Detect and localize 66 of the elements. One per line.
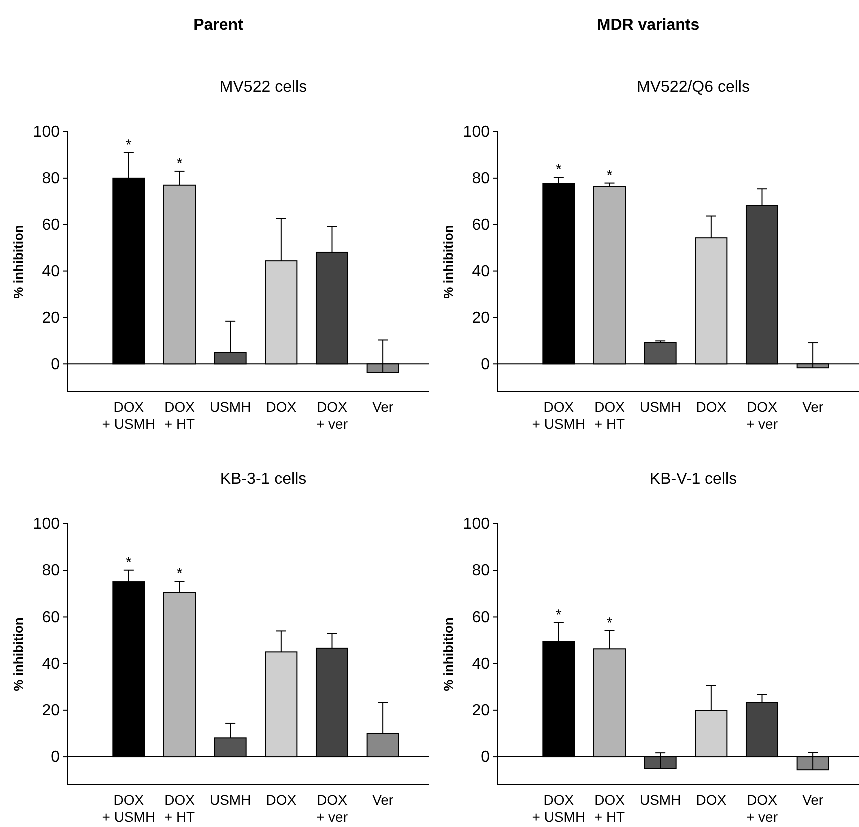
y-tick-label: 20 (42, 702, 60, 720)
x-tick-label: USMH (210, 399, 252, 415)
y-tick-label: 80 (42, 170, 60, 188)
y-tick-label: 100 (463, 516, 490, 534)
chart-title: KB-3-1 cells (220, 471, 307, 488)
x-tick-label: USMH (640, 792, 682, 808)
y-tick-label: 0 (481, 749, 490, 766)
x-tick-label: DOX + USMH (532, 792, 586, 825)
y-tick-label: 0 (481, 356, 490, 374)
x-tick-label: DOX + ver (746, 399, 778, 432)
x-tick-label: DOX + ver (316, 792, 348, 825)
y-axis-title: % inhibition (11, 225, 26, 299)
y-tick-label: 80 (472, 562, 490, 580)
y-tick-label: 60 (472, 609, 490, 626)
y-axis-title: % inhibition (11, 618, 26, 692)
x-tick-label: USMH (210, 792, 252, 808)
y-tick-label: 60 (42, 609, 60, 626)
x-tick-label: DOX + ver (316, 399, 348, 432)
annotation: * (126, 136, 132, 154)
x-tick-label: DOX + HT (164, 399, 196, 432)
x-tick-label: DOX (266, 399, 298, 415)
x-tick-label: DOX + USMH (102, 792, 156, 825)
annotation: * (176, 566, 183, 583)
x-tick-label: Ver (802, 399, 824, 415)
annotation: * (606, 614, 613, 632)
annotation: * (556, 606, 562, 624)
chart-title: MV522/Q6 cells (637, 79, 750, 96)
y-tick-label: 100 (33, 124, 60, 142)
x-tick-label: DOX + HT (594, 399, 626, 432)
y-tick-label: 20 (472, 310, 490, 327)
x-tick-label: Ver (372, 399, 394, 415)
text: MDR variants (597, 17, 700, 34)
x-tick-label: USMH (640, 399, 682, 415)
x-tick-label: DOX (696, 399, 728, 415)
x-tick-label: DOX (696, 792, 728, 808)
x-tick-label: Ver (802, 792, 824, 808)
y-tick-label: 20 (472, 702, 490, 720)
annotation: * (556, 162, 562, 179)
y-tick-label: 40 (472, 656, 490, 673)
annotation: * (606, 167, 613, 184)
y-tick-label: 0 (51, 749, 60, 766)
x-tick-label: DOX + USMH (532, 399, 586, 432)
chart-title: KB-V-1 cells (650, 471, 738, 488)
y-tick-label: 0 (51, 356, 60, 374)
annotation: * (126, 554, 132, 572)
y-axis-title: % inhibition (441, 618, 456, 692)
y-tick-label: 40 (42, 263, 60, 280)
y-axis-title: % inhibition (441, 225, 456, 299)
text: Parent (194, 17, 244, 34)
y-tick-label: 60 (42, 216, 60, 234)
y-tick-label: 100 (463, 124, 490, 142)
x-tick-label: DOX + ver (746, 792, 778, 825)
y-tick-label: 20 (42, 310, 60, 327)
y-tick-label: 40 (42, 656, 60, 673)
x-tick-label: DOX + HT (594, 792, 626, 825)
y-tick-label: 100 (33, 516, 60, 534)
x-tick-label: Ver (372, 792, 394, 808)
x-tick-label: DOX (266, 792, 298, 808)
x-tick-label: DOX + HT (164, 792, 196, 825)
y-tick-label: 80 (42, 562, 60, 580)
y-tick-label: 40 (472, 263, 490, 280)
y-tick-label: 80 (472, 170, 490, 188)
annotation: * (176, 155, 183, 172)
x-tick-label: DOX + USMH (102, 399, 156, 432)
y-tick-label: 60 (472, 216, 490, 234)
chart-title: MV522 cells (220, 79, 308, 96)
